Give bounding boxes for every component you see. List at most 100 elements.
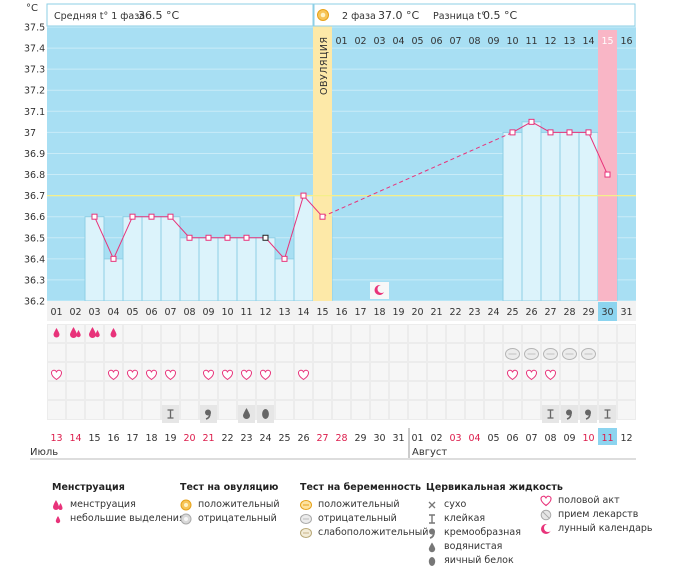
cycle-day-label: 29 <box>582 307 594 318</box>
heart-icon <box>526 369 537 381</box>
legend-cervical-title: Цервикальная жидкость <box>426 482 563 493</box>
symptom-cell <box>503 324 522 343</box>
y-tick-label: 37.3 <box>24 65 45 76</box>
month-label-july: Июль <box>30 447 58 458</box>
symptom-cell <box>446 381 465 400</box>
phase2-day-label: 16 <box>620 36 632 47</box>
temperature-point <box>566 129 573 136</box>
cycle-day-label: 06 <box>145 307 157 318</box>
temperature-segment <box>284 195 304 259</box>
y-tick-label: 36.2 <box>24 297 45 308</box>
symptom-cell <box>465 362 484 381</box>
phase2-day-label: 03 <box>373 36 385 47</box>
phase2-day-label: 08 <box>468 36 480 47</box>
symptom-cell <box>598 381 617 400</box>
egg-white-icon <box>262 409 269 419</box>
symptom-cell <box>598 362 617 381</box>
symptom-cell <box>617 362 636 381</box>
phase2-day-label: 10 <box>506 36 518 47</box>
symptom-cell <box>370 381 389 400</box>
symptom-cell <box>465 343 484 362</box>
symptom-cell <box>294 381 313 400</box>
symptom-cell <box>541 324 560 343</box>
date-label: 18 <box>145 433 157 444</box>
symptom-cell <box>313 381 332 400</box>
watery-icon <box>428 542 436 553</box>
symptom-cell <box>256 343 275 362</box>
symptom-cell <box>123 381 142 400</box>
symptom-cell <box>47 400 66 420</box>
symptom-cell <box>294 400 313 420</box>
cycle-day-label: 02 <box>69 307 81 318</box>
symptom-cell <box>446 400 465 420</box>
heart-icon <box>203 369 214 381</box>
symptom-cell <box>484 362 503 381</box>
cycle-day-label: 27 <box>544 307 556 318</box>
legend-ovulation-test: Тест на овуляцию положительный отрицател… <box>180 482 280 526</box>
symptom-cell <box>560 324 579 343</box>
date-label: 29 <box>354 433 366 444</box>
symptom-cell <box>180 381 199 400</box>
heart-icon <box>507 369 518 381</box>
y-tick-label: 37.4 <box>24 44 45 55</box>
legend-item: положительный <box>180 498 280 512</box>
legend-other: половой акт прием лекарств лунный календ… <box>540 494 653 536</box>
legend-label: сухо <box>444 499 467 510</box>
date-label: 23 <box>240 433 252 444</box>
date-label: 02 <box>430 433 442 444</box>
date-label: 20 <box>183 433 195 444</box>
symptom-cell <box>446 362 465 381</box>
menstruation-icon <box>89 327 96 339</box>
symptom-cell <box>332 400 351 420</box>
y-tick-label: 37.1 <box>24 107 45 118</box>
creamy-icon-tail <box>205 412 211 420</box>
cycle-day-label: 26 <box>525 307 537 318</box>
date-label: 17 <box>126 433 138 444</box>
legend-label: отрицательный <box>198 513 277 524</box>
cycle-day-label: 08 <box>183 307 195 318</box>
symptom-cell <box>522 381 541 400</box>
symptom-cell <box>370 343 389 362</box>
menstruation-icon <box>110 328 117 338</box>
legend-label: кремообразная <box>444 527 521 538</box>
ovulation-positive-icon <box>180 499 192 511</box>
date-label: 28 <box>335 433 347 444</box>
symptom-cell <box>142 400 161 420</box>
y-axis-ticks: 36.2 36.3 36.4 36.5 36.6 36.7 36.8 36.9 37 37.1 37… <box>24 23 45 308</box>
legend-cervical-fluid: Цервикальная жидкость сухо клейкая кремо… <box>426 482 563 568</box>
cycle-day-label: 03 <box>88 307 100 318</box>
symptom-cell <box>123 400 142 420</box>
phase2-day-label: 14 <box>582 36 594 47</box>
legend-label: прием лекарств <box>558 509 639 520</box>
temperature-bar <box>540 131 561 302</box>
symptom-cell <box>180 400 199 420</box>
symptom-cell <box>237 343 256 362</box>
ovulation-negative-icon <box>180 513 192 525</box>
ovulation-band <box>313 4 332 301</box>
date-label: 14 <box>69 433 81 444</box>
cycle-day-label: 17 <box>354 307 366 318</box>
symptom-cell <box>446 324 465 343</box>
today-date-cell <box>598 428 617 445</box>
cycle-day-label: 11 <box>240 307 252 318</box>
legend-item: положительный <box>300 498 428 512</box>
symptom-cell <box>218 343 237 362</box>
symptom-cell <box>370 400 389 420</box>
date-label: 21 <box>202 433 214 444</box>
heart-icon <box>222 369 233 381</box>
legend-label: небольшие выделения <box>70 513 185 524</box>
temperature-point <box>319 213 326 220</box>
symptom-cell <box>598 343 617 362</box>
today-band <box>598 30 617 301</box>
symptom-cell <box>85 362 104 381</box>
symptom-cell <box>199 381 218 400</box>
legend-label: положительный <box>198 499 280 510</box>
temperature-point <box>262 234 269 241</box>
symptom-cell <box>180 362 199 381</box>
phase2-day-label: 11 <box>525 36 537 47</box>
symptom-cell <box>617 400 636 420</box>
legend-ovulation-title: Тест на овуляцию <box>180 482 279 493</box>
phase2-day-label: 05 <box>411 36 423 47</box>
pill-icon <box>540 509 552 521</box>
